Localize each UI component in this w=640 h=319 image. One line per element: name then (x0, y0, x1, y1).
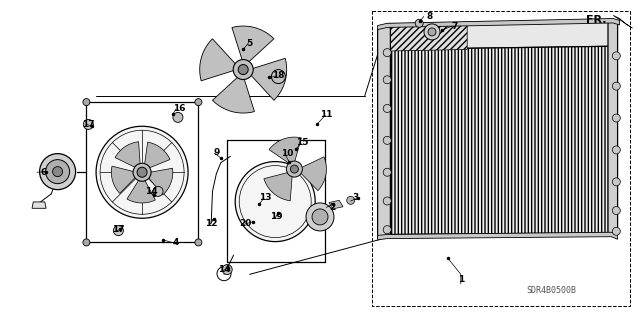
Circle shape (195, 239, 202, 246)
Circle shape (96, 126, 188, 218)
Polygon shape (264, 172, 292, 201)
Circle shape (312, 209, 328, 225)
Circle shape (238, 64, 248, 75)
Text: 9: 9 (213, 148, 220, 157)
Circle shape (52, 167, 63, 177)
Circle shape (612, 146, 620, 154)
Text: 15: 15 (296, 138, 309, 147)
Text: 14: 14 (145, 187, 158, 196)
Circle shape (83, 239, 90, 246)
Polygon shape (387, 23, 467, 51)
Text: 17: 17 (82, 120, 95, 129)
Text: 10: 10 (280, 149, 293, 158)
Text: SDR4B0500B: SDR4B0500B (527, 286, 577, 295)
Circle shape (306, 203, 334, 231)
Circle shape (612, 178, 620, 186)
Polygon shape (115, 142, 140, 168)
Polygon shape (250, 58, 287, 100)
Polygon shape (387, 20, 613, 49)
Polygon shape (329, 200, 343, 209)
Circle shape (428, 28, 436, 36)
Circle shape (383, 226, 391, 234)
Polygon shape (232, 26, 274, 63)
Circle shape (45, 160, 70, 184)
Circle shape (113, 226, 124, 236)
Text: 17: 17 (112, 225, 125, 234)
Text: 13: 13 (259, 193, 272, 202)
Polygon shape (127, 179, 156, 203)
Circle shape (137, 167, 147, 177)
Circle shape (424, 24, 440, 40)
Polygon shape (608, 19, 618, 234)
Polygon shape (300, 157, 326, 191)
Polygon shape (378, 26, 390, 239)
Circle shape (415, 19, 423, 27)
Circle shape (236, 162, 315, 241)
Circle shape (291, 165, 298, 173)
Polygon shape (200, 39, 236, 81)
Circle shape (347, 196, 355, 204)
Text: 16: 16 (173, 104, 186, 113)
Circle shape (612, 114, 620, 122)
Polygon shape (212, 77, 255, 113)
Circle shape (133, 163, 151, 181)
Polygon shape (269, 137, 301, 164)
Circle shape (383, 168, 391, 176)
Circle shape (612, 82, 620, 90)
Circle shape (612, 227, 620, 235)
Polygon shape (613, 15, 632, 28)
Text: 20: 20 (239, 219, 252, 228)
Text: 12: 12 (205, 219, 218, 228)
Circle shape (287, 161, 303, 177)
Circle shape (153, 186, 163, 197)
Circle shape (383, 197, 391, 205)
Polygon shape (378, 232, 618, 240)
Circle shape (383, 104, 391, 113)
Polygon shape (111, 166, 136, 193)
Text: 4: 4 (173, 238, 179, 247)
Polygon shape (378, 19, 620, 30)
Circle shape (383, 76, 391, 84)
Text: FR.: FR. (586, 15, 606, 25)
Circle shape (612, 52, 620, 60)
Circle shape (271, 70, 285, 84)
Text: 11: 11 (320, 110, 333, 119)
Circle shape (222, 264, 232, 275)
Text: 7: 7 (451, 22, 458, 31)
Text: 3: 3 (352, 193, 358, 202)
Polygon shape (145, 142, 170, 168)
Circle shape (173, 112, 183, 122)
Text: 19: 19 (270, 212, 283, 221)
Text: 5: 5 (246, 39, 253, 48)
Text: 6: 6 (40, 168, 47, 177)
Circle shape (195, 99, 202, 106)
Text: 8: 8 (427, 12, 433, 21)
Circle shape (83, 99, 90, 106)
Polygon shape (147, 168, 173, 195)
Polygon shape (32, 202, 46, 208)
Text: 18: 18 (272, 71, 285, 80)
Circle shape (383, 48, 391, 57)
Circle shape (612, 206, 620, 215)
Text: 1: 1 (458, 275, 464, 284)
Text: 14: 14 (218, 265, 230, 274)
Circle shape (233, 60, 253, 79)
Text: 2: 2 (330, 203, 336, 212)
Circle shape (83, 119, 93, 130)
Polygon shape (387, 46, 613, 234)
Bar (372, 11, 630, 306)
Circle shape (40, 154, 76, 189)
Circle shape (383, 136, 391, 145)
